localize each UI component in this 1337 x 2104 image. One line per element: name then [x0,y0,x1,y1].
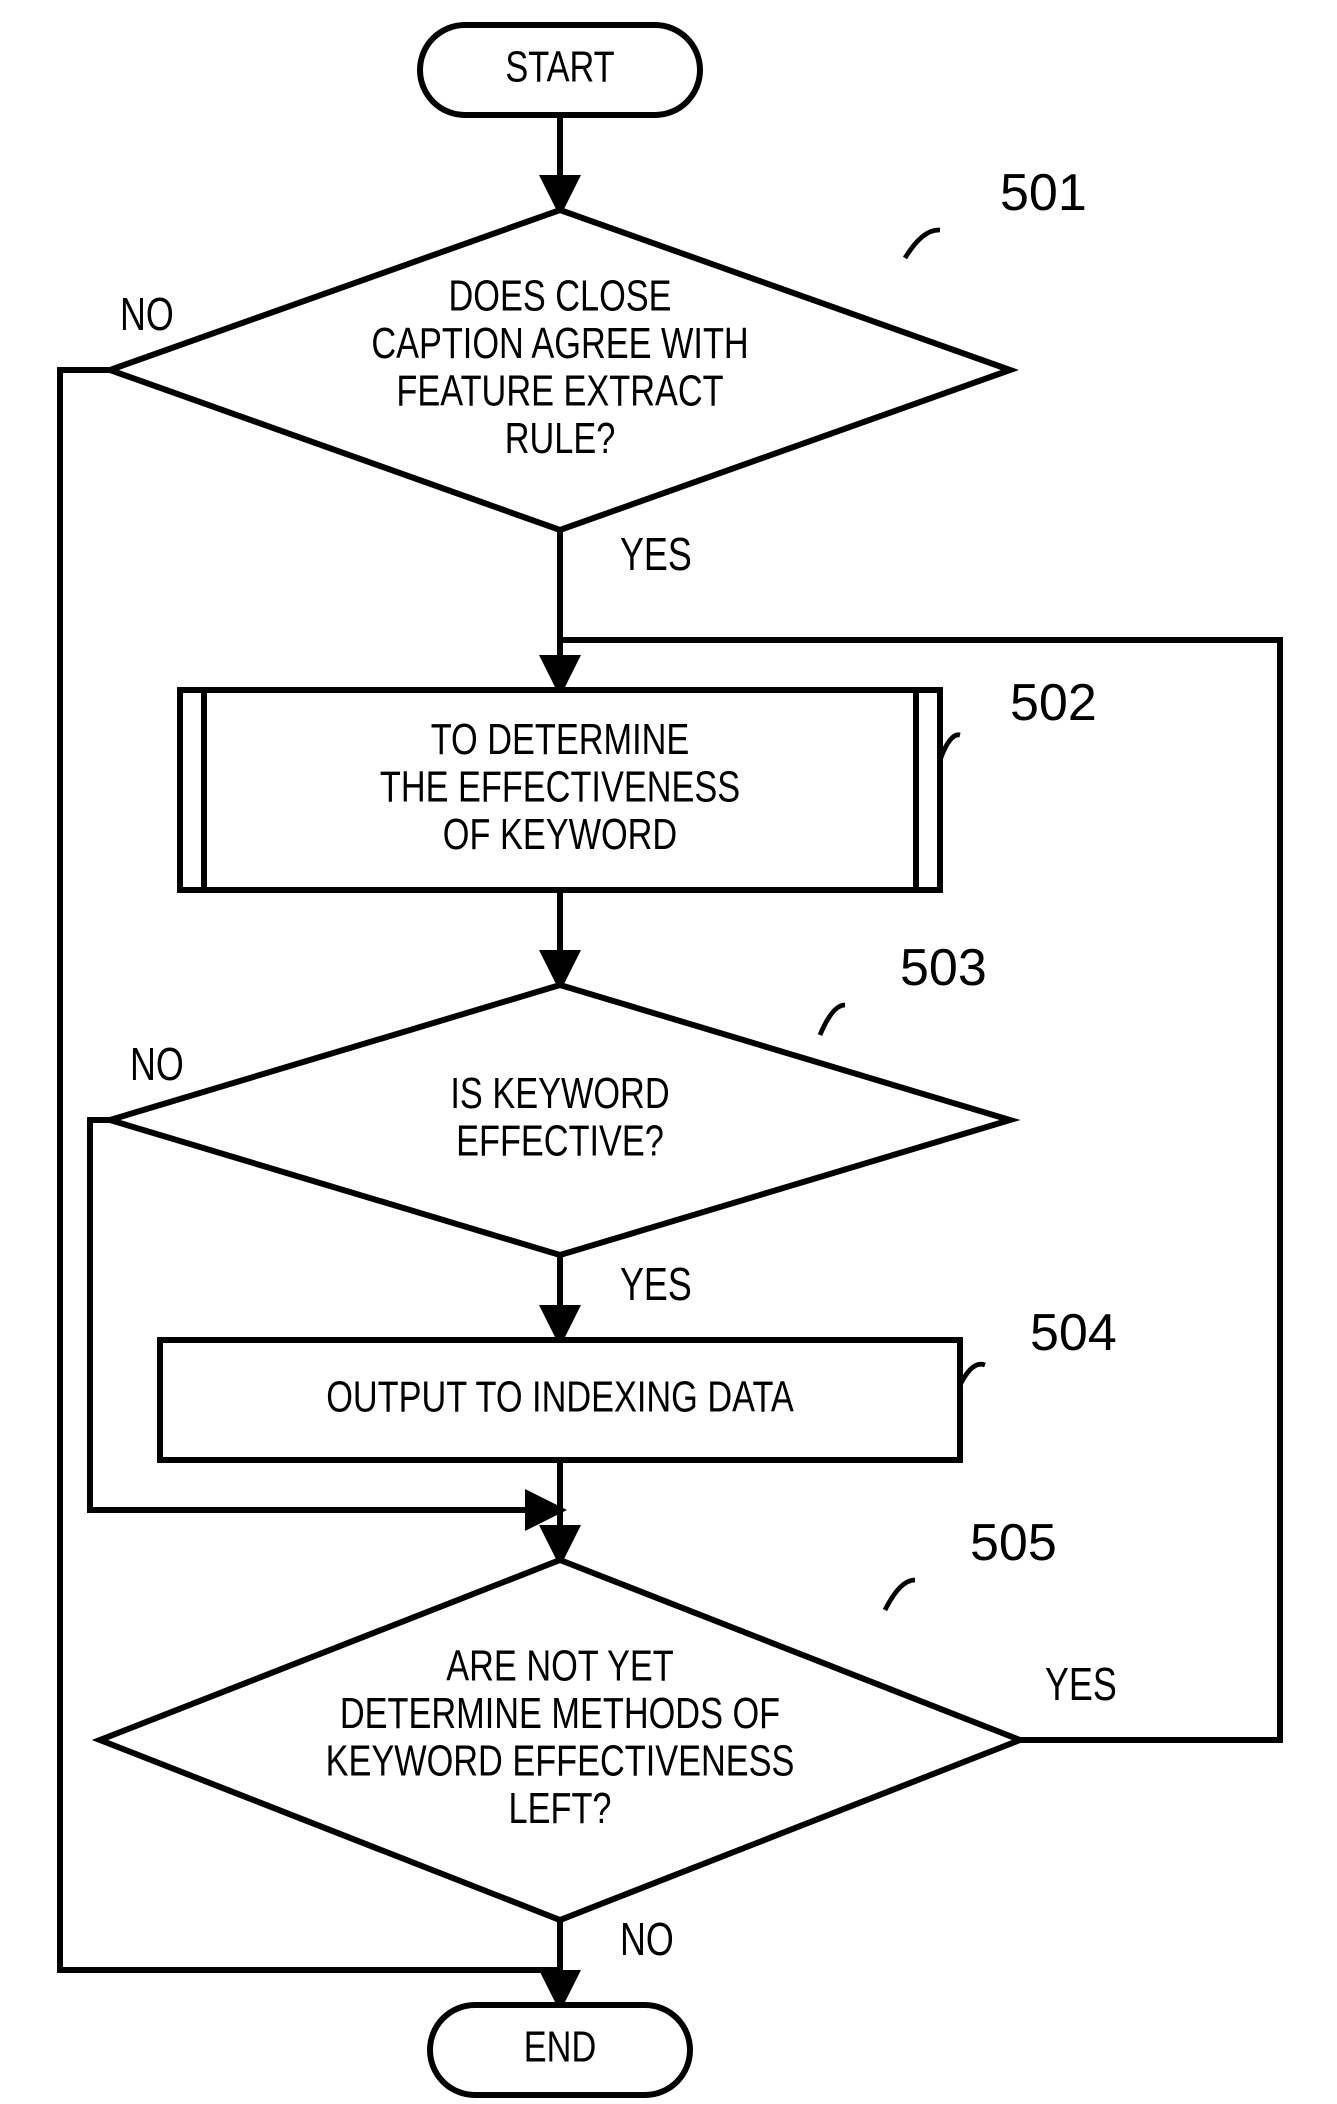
node-p504-text-line-0: OUTPUT TO INDEXING DATA [326,1373,794,1422]
edge-label-d505-end: NO [620,1914,674,1965]
node-p502-text-line-1: THE EFFECTIVENESS [380,763,740,812]
node-d501-text-line-1: CAPTION AGREE WITH [371,319,748,368]
ref-leader-504 [960,1364,985,1385]
node-p502-text-line-0: TO DETERMINE [431,715,690,764]
ref-505: 505 [970,1514,1057,1572]
node-d503-text-line-0: IS KEYWORD [450,1069,669,1118]
ref-leader-503 [820,1005,845,1035]
nodes-layer: START DOES CLOSECAPTION AGREE WITHFEATURE… [100,25,1117,2095]
node-p504-text: OUTPUT TO INDEXING DATA [326,1373,794,1422]
node-d505-text-line-3: LEFT? [509,1784,612,1833]
node-d505: ARE NOT YETDETERMINE METHODS OFKEYWORD E… [100,1514,1057,1920]
node-start-text: START [505,43,614,92]
node-start-text-line-0: START [505,43,614,92]
ref-503: 503 [900,939,987,997]
ref-leader-501 [905,230,940,258]
edge-label-d505-p502: YES [1045,1659,1117,1710]
node-end: END [430,2005,690,2095]
node-start: START [420,25,700,115]
node-d503-text: IS KEYWORDEFFECTIVE? [450,1069,669,1166]
node-d501-text-line-2: FEATURE EXTRACT [396,366,723,415]
node-d503: IS KEYWORDEFFECTIVE? 503 [110,939,1010,1255]
node-p504: OUTPUT TO INDEXING DATA 504 [160,1304,1117,1460]
node-d503-text-line-1: EFFECTIVE? [456,1116,664,1165]
node-p502: TO DETERMINETHE EFFECTIVENESSOF KEYWORD 5… [180,674,1097,890]
node-d505-text-line-0: ARE NOT YET [446,1641,673,1690]
node-d505-text-line-2: KEYWORD EFFECTIVENESS [326,1736,795,1785]
node-end-text: END [524,2023,596,2072]
edge-label-d501-end: NO [120,289,174,340]
node-p502-text-line-2: OF KEYWORD [443,810,677,859]
edge-label-d503-p504: YES [620,1259,692,1310]
node-d501-text-line-3: RULE? [505,414,616,463]
node-end-text-line-0: END [524,2023,596,2072]
ref-502: 502 [1010,674,1097,732]
edge-label-d503-merge: NO [130,1039,184,1090]
ref-leader-505 [885,1580,915,1610]
ref-501: 501 [1000,164,1087,222]
node-d501: DOES CLOSECAPTION AGREE WITHFEATURE EXTR… [110,164,1087,530]
ref-504: 504 [1030,1304,1117,1362]
edge-label-d501-p502: YES [620,529,692,580]
node-d505-text-line-1: DETERMINE METHODS OF [340,1689,780,1738]
node-d501-text-line-0: DOES CLOSE [448,271,671,320]
